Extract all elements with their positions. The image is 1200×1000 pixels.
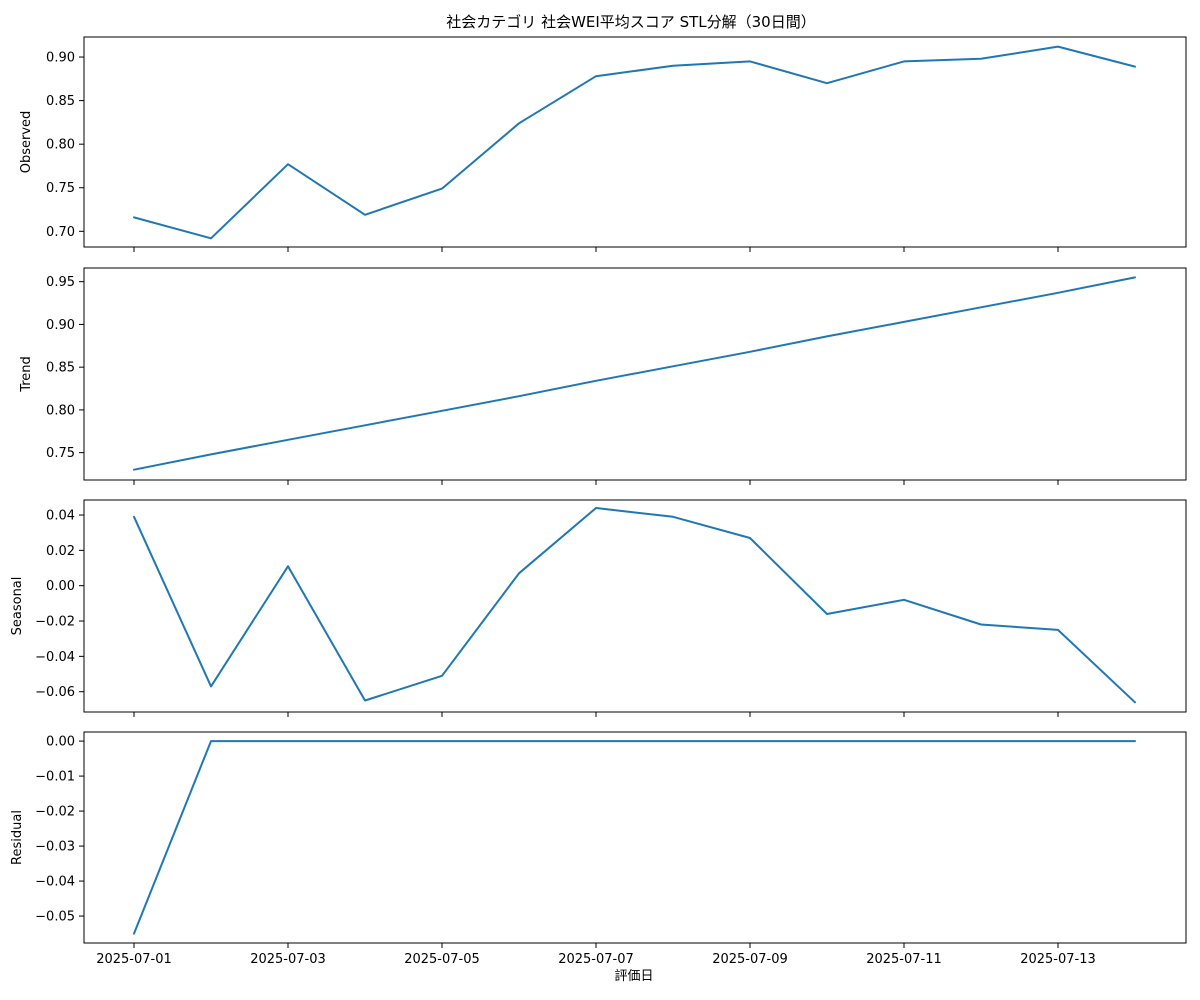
- panels-group: 0.70 0.75 0.80 0.85 0.90 Observed 0.75 0.80 0.85…: [10, 36, 1187, 967]
- x-axis-label: 評価日: [614, 969, 653, 984]
- seasonal-axes-frame: [83, 499, 1187, 713]
- observed-y-axis-label: Observed: [19, 111, 34, 174]
- residual-y-tick-label: −0.05: [35, 910, 75, 925]
- x-tick-label: 2025-07-11: [866, 952, 942, 967]
- chart-title: 社会カテゴリ 社会WEI平均スコア STL分解（30日間）: [446, 13, 815, 31]
- trend-y-tick-label: 0.75: [46, 446, 75, 461]
- x-tick-label: 2025-07-03: [250, 952, 326, 967]
- observed-panel: 0.70 0.75 0.80 0.85 0.90 Observed: [19, 36, 1187, 252]
- x-tick-label: 2025-07-13: [1020, 952, 1096, 967]
- trend-y-axis-label: Trend: [19, 356, 34, 393]
- x-tick-label: 2025-07-07: [558, 952, 634, 967]
- residual-y-tick-label: −0.04: [35, 875, 75, 890]
- x-tick-label: 2025-07-09: [712, 952, 788, 967]
- residual-y-axis-label: Residual: [10, 810, 25, 865]
- residual-panel: 0.00 −0.01 −0.02 −0.03 −0.04 −0.05 Residual 202…: [10, 731, 1187, 967]
- trend-panel: 0.75 0.80 0.85 0.90 0.95 Trend: [19, 267, 1187, 485]
- observed-y-tick-label: 0.85: [46, 94, 75, 109]
- trend-y-tick-label: 0.85: [46, 361, 75, 376]
- trend-y-tick-label: 0.80: [46, 403, 75, 418]
- residual-y-tick-label: −0.01: [35, 770, 75, 785]
- observed-y-tick-label: 0.90: [46, 51, 75, 66]
- seasonal-y-tick-label: 0.00: [46, 579, 75, 594]
- seasonal-y-tick-label: −0.06: [35, 685, 75, 700]
- observed-y-tick-label: 0.75: [46, 181, 75, 196]
- seasonal-y-tick-label: 0.02: [46, 544, 75, 559]
- trend-axes-frame: [83, 267, 1187, 481]
- observed-series-line: [133, 45, 1136, 240]
- residual-series-line: [133, 740, 1136, 935]
- trend-y-tick-label: 0.95: [46, 275, 75, 290]
- residual-axes-frame: [83, 731, 1187, 944]
- seasonal-panel: 0.04 0.02 0.00 −0.02 −0.04 −0.06 Seasonal: [10, 499, 1187, 717]
- seasonal-series-line: [133, 507, 1136, 704]
- residual-y-tick-label: −0.03: [35, 840, 75, 855]
- seasonal-y-axis-label: Seasonal: [10, 577, 25, 636]
- seasonal-y-tick-label: −0.02: [35, 615, 75, 630]
- trend-series-line: [133, 276, 1136, 471]
- observed-y-tick-label: 0.80: [46, 138, 75, 153]
- residual-y-tick-label: 0.00: [46, 735, 75, 750]
- seasonal-y-tick-label: −0.04: [35, 650, 75, 665]
- x-tick-label: 2025-07-05: [404, 952, 480, 967]
- x-tick-label: 2025-07-01: [96, 952, 172, 967]
- residual-y-tick-label: −0.02: [35, 805, 75, 820]
- seasonal-y-tick-label: 0.04: [46, 509, 75, 524]
- trend-y-tick-label: 0.90: [46, 318, 75, 333]
- observed-y-tick-label: 0.70: [46, 225, 75, 240]
- observed-axes-frame: [83, 36, 1187, 248]
